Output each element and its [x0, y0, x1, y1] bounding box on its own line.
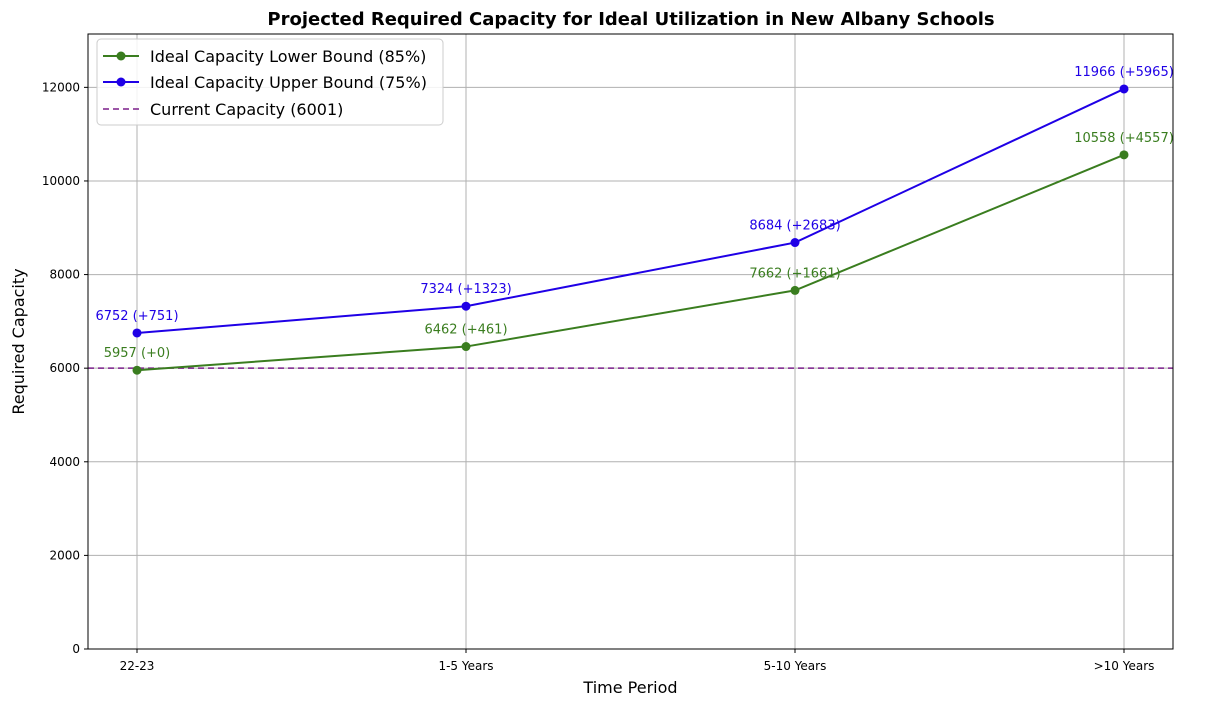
grid — [88, 34, 1173, 650]
y-tick-label: 2000 — [49, 548, 80, 562]
lower-bound-point — [1119, 150, 1129, 160]
lower-bound-data-label: 6462 (+461) — [424, 323, 507, 338]
chart-title: Projected Required Capacity for Ideal Ut… — [267, 9, 994, 30]
legend-label-current-capacity: Current Capacity (6001) — [150, 100, 343, 119]
upper-bound-data-label: 11966 (+5965) — [1074, 65, 1174, 80]
upper-bound-series-line — [136, 88, 1125, 334]
upper-bound-point — [461, 301, 471, 311]
y-tick-label: 12000 — [42, 80, 80, 94]
legend: Ideal Capacity Lower Bound (85%) Ideal C… — [96, 38, 444, 126]
x-tick-label: >10 Years — [1094, 659, 1155, 673]
upper-bound-point — [790, 238, 800, 248]
y-axis-label: Required Capacity — [9, 268, 28, 414]
x-tick-label: 5-10 Years — [764, 659, 827, 673]
y-tick-label: 4000 — [49, 455, 80, 469]
legend-label-lower-bound: Ideal Capacity Lower Bound (85%) — [150, 47, 426, 66]
upper-bound-data-label: 6752 (+751) — [95, 309, 178, 324]
data-label-layer: 5957 (+0) 6462 (+461) 7662 (+1661) 10558 (+… — [95, 65, 1173, 361]
upper-bound-data-label: 7324 (+1323) — [420, 282, 511, 297]
series-layer — [132, 84, 1129, 375]
y-tick-label: 6000 — [49, 361, 80, 375]
y-tick-label: 0 — [72, 642, 80, 656]
y-tick-label: 10000 — [42, 174, 80, 188]
upper-bound-data-label: 8684 (+2683) — [749, 219, 840, 234]
lower-bound-series-line — [136, 153, 1125, 372]
upper-bound-point — [132, 328, 142, 338]
lower-bound-point — [461, 342, 471, 352]
lower-bound-point — [790, 285, 800, 295]
lower-bound-data-label: 10558 (+4557) — [1074, 131, 1174, 146]
lower-bound-data-label: 5957 (+0) — [104, 346, 171, 361]
legend-label-upper-bound: Ideal Capacity Upper Bound (75%) — [150, 73, 427, 92]
x-axis-label: Time Period — [582, 678, 677, 697]
lower-bound-data-label: 7662 (+1661) — [749, 266, 840, 281]
tick-layer: 22-23 1-5 Years 5-10 Years >10 Years 0 2000 40… — [42, 80, 1155, 673]
y-tick-label: 8000 — [49, 268, 80, 282]
x-tick-label: 22-23 — [120, 659, 155, 673]
upper-bound-point — [1119, 84, 1129, 94]
lower-bound-point — [132, 365, 142, 375]
x-tick-label: 1-5 Years — [438, 659, 493, 673]
legend-marker-upper-bound-dot — [116, 77, 126, 87]
legend-box — [96, 38, 444, 126]
plot-frame — [87, 33, 1174, 650]
legend-marker-lower-bound-dot — [116, 51, 126, 61]
